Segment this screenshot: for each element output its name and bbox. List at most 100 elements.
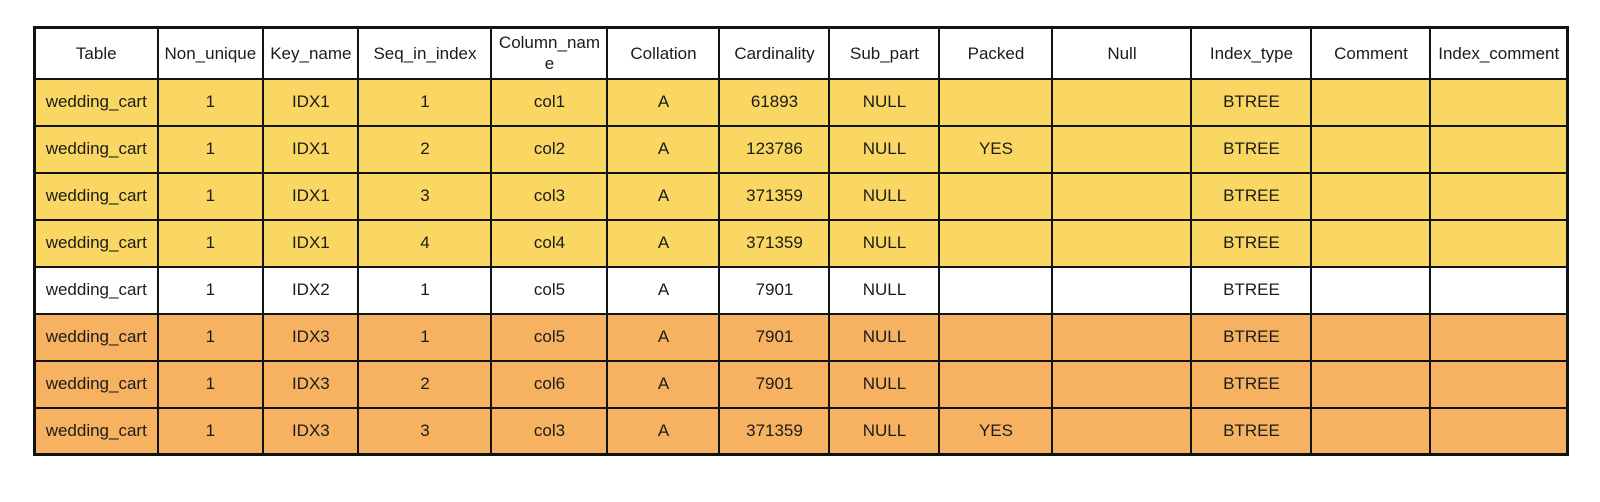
header-row: Table Non_unique Key_name Seq_in_index Colum… — [33, 26, 1569, 80]
cell-seq_in_index: 4 — [357, 218, 493, 268]
column-header-seq_in_index: Seq_in_index — [357, 26, 493, 80]
cell-non_unique: 1 — [156, 124, 265, 174]
cell-seq_in_index: 1 — [357, 77, 493, 127]
cell-null — [1051, 265, 1193, 315]
cell-null — [1051, 218, 1193, 268]
cell-index_comment — [1429, 406, 1569, 456]
cell-seq_in_index: 3 — [357, 406, 493, 456]
cell-sub_part: NULL — [828, 77, 941, 127]
cell-non_unique: 1 — [156, 171, 265, 221]
cell-sub_part: NULL — [828, 124, 941, 174]
cell-key_name: IDX1 — [262, 218, 360, 268]
cell-packed — [938, 265, 1054, 315]
column-header-comment: Comment — [1310, 26, 1432, 80]
table-row: wedding_cart 1 IDX1 4 col4 A 371359 NULL BTREE — [33, 218, 1569, 268]
cell-seq_in_index: 3 — [357, 171, 493, 221]
cell-key_name: IDX1 — [262, 171, 360, 221]
cell-packed: YES — [938, 406, 1054, 456]
cell-table: wedding_cart — [33, 218, 159, 268]
table-header: Table Non_unique Key_name Seq_in_index Colum… — [33, 26, 1569, 80]
cell-non_unique: 1 — [156, 218, 265, 268]
cell-key_name: IDX3 — [262, 312, 360, 362]
index-table: Table Non_unique Key_name Seq_in_index Colum… — [33, 26, 1569, 456]
cell-seq_in_index: 1 — [357, 265, 493, 315]
cell-comment — [1310, 77, 1432, 127]
cell-null — [1051, 406, 1193, 456]
cell-index_comment — [1429, 312, 1569, 362]
cell-sub_part: NULL — [828, 312, 941, 362]
cell-collation: A — [606, 312, 721, 362]
cell-cardinality: 123786 — [718, 124, 831, 174]
column-header-null: Null — [1051, 26, 1193, 80]
cell-table: wedding_cart — [33, 171, 159, 221]
cell-non_unique: 1 — [156, 312, 265, 362]
cell-comment — [1310, 312, 1432, 362]
column-header-packed: Packed — [938, 26, 1054, 80]
cell-cardinality: 371359 — [718, 218, 831, 268]
cell-index_comment — [1429, 218, 1569, 268]
table-row: wedding_cart 1 IDX3 3 col3 A 371359 NULL YES BTRE… — [33, 406, 1569, 456]
cell-index_type: BTREE — [1190, 171, 1313, 221]
cell-collation: A — [606, 171, 721, 221]
cell-seq_in_index: 2 — [357, 124, 493, 174]
cell-column_name: col1 — [490, 77, 609, 127]
cell-sub_part: NULL — [828, 218, 941, 268]
cell-cardinality: 7901 — [718, 312, 831, 362]
cell-sub_part: NULL — [828, 265, 941, 315]
cell-index_type: BTREE — [1190, 265, 1313, 315]
cell-key_name: IDX1 — [262, 77, 360, 127]
column-header-non_unique: Non_unique — [156, 26, 265, 80]
cell-index_type: BTREE — [1190, 406, 1313, 456]
cell-collation: A — [606, 218, 721, 268]
column-header-cardinality: Cardinality — [718, 26, 831, 80]
cell-collation: A — [606, 359, 721, 409]
table-body: wedding_cart 1 IDX1 1 col1 A 61893 NULL BTREE wed… — [33, 77, 1569, 456]
cell-comment — [1310, 218, 1432, 268]
cell-index_comment — [1429, 265, 1569, 315]
cell-column_name: col3 — [490, 406, 609, 456]
cell-non_unique: 1 — [156, 265, 265, 315]
cell-cardinality: 7901 — [718, 265, 831, 315]
cell-index_type: BTREE — [1190, 218, 1313, 268]
table-row: wedding_cart 1 IDX1 2 col2 A 123786 NULL YES BTRE… — [33, 124, 1569, 174]
cell-key_name: IDX3 — [262, 359, 360, 409]
cell-table: wedding_cart — [33, 359, 159, 409]
column-header-index_type: Index_type — [1190, 26, 1313, 80]
cell-index_type: BTREE — [1190, 359, 1313, 409]
cell-packed — [938, 171, 1054, 221]
table-row: wedding_cart 1 IDX3 1 col5 A 7901 NULL BTREE — [33, 312, 1569, 362]
cell-comment — [1310, 124, 1432, 174]
cell-key_name: IDX1 — [262, 124, 360, 174]
cell-collation: A — [606, 77, 721, 127]
cell-key_name: IDX2 — [262, 265, 360, 315]
cell-packed — [938, 359, 1054, 409]
cell-non_unique: 1 — [156, 359, 265, 409]
column-header-key_name: Key_name — [262, 26, 360, 80]
cell-table: wedding_cart — [33, 406, 159, 456]
cell-packed — [938, 218, 1054, 268]
cell-sub_part: NULL — [828, 359, 941, 409]
cell-collation: A — [606, 265, 721, 315]
cell-null — [1051, 312, 1193, 362]
table-row: wedding_cart 1 IDX1 3 col3 A 371359 NULL BTREE — [33, 171, 1569, 221]
cell-null — [1051, 359, 1193, 409]
column-header-column_name: Column_name — [490, 26, 609, 80]
cell-index_comment — [1429, 359, 1569, 409]
cell-index_comment — [1429, 171, 1569, 221]
column-header-table: Table — [33, 26, 159, 80]
cell-sub_part: NULL — [828, 406, 941, 456]
column-header-index_comment: Index_comment — [1429, 26, 1569, 80]
cell-collation: A — [606, 124, 721, 174]
cell-packed — [938, 312, 1054, 362]
cell-table: wedding_cart — [33, 265, 159, 315]
cell-index_comment — [1429, 77, 1569, 127]
cell-index_type: BTREE — [1190, 312, 1313, 362]
cell-comment — [1310, 171, 1432, 221]
cell-comment — [1310, 406, 1432, 456]
cell-null — [1051, 124, 1193, 174]
table-row: wedding_cart 1 IDX2 1 col5 A 7901 NULL BTREE — [33, 265, 1569, 315]
cell-column_name: col5 — [490, 265, 609, 315]
cell-null — [1051, 171, 1193, 221]
cell-non_unique: 1 — [156, 406, 265, 456]
